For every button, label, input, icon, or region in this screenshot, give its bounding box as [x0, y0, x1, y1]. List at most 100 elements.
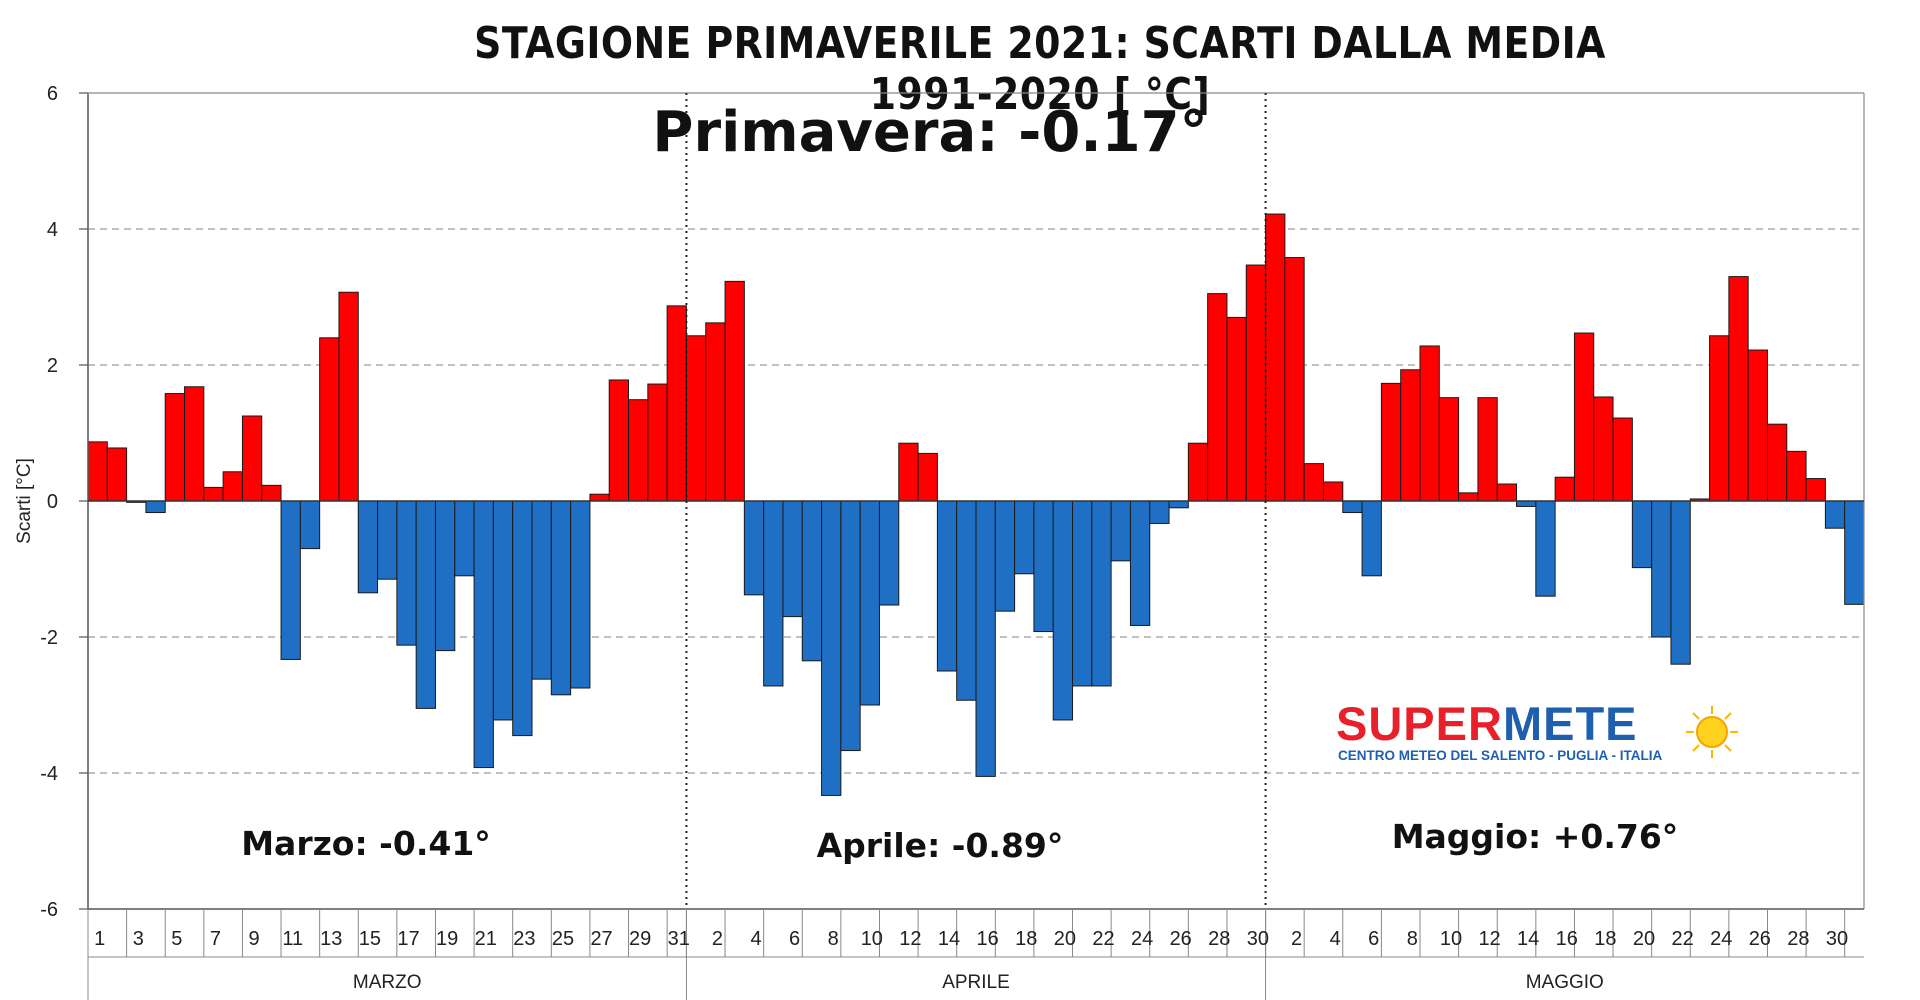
x-tick-label: 28	[1787, 928, 1809, 950]
bar-marzo-21	[473, 500, 494, 769]
x-tick-label: 31	[668, 928, 690, 950]
bar-marzo-1	[87, 441, 108, 502]
bar-maggio-7	[1380, 382, 1402, 502]
bar-maggio-17	[1573, 332, 1595, 502]
y-tick-label: -4	[40, 763, 58, 785]
x-tick-label: 22	[1671, 928, 1693, 950]
bar-aprile-30	[1245, 264, 1267, 502]
bar-maggio-24	[1709, 335, 1730, 502]
x-tick-label: 29	[629, 928, 651, 950]
x-tick-label: 2	[1291, 928, 1302, 950]
bar-marzo-22	[492, 500, 514, 721]
bar-aprile-21	[1072, 500, 1093, 687]
x-tick-label: 26	[1749, 928, 1771, 950]
bar-maggio-21	[1651, 500, 1672, 638]
bar-maggio-6	[1361, 500, 1382, 577]
x-tick-label: 20	[1054, 928, 1076, 950]
bar-marzo-13	[319, 337, 340, 502]
x-tick-label: 8	[828, 928, 839, 950]
bar-aprile-22	[1091, 500, 1112, 687]
x-tick-label: 8	[1407, 928, 1418, 950]
bar-maggio-27	[1766, 423, 1788, 502]
y-tick-label: -6	[40, 899, 58, 921]
logo-wordmark: SUPERMETE	[1336, 700, 1756, 747]
bar-aprile-11	[878, 500, 900, 606]
y-tick-label: 2	[47, 355, 58, 377]
bar-maggio-8	[1400, 369, 1421, 502]
y-tick-label: 4	[47, 219, 58, 241]
month-label: MARZO	[353, 972, 422, 993]
y-tick-label: 0	[47, 491, 58, 513]
bar-maggio-4	[1322, 481, 1344, 502]
bar-aprile-13	[917, 452, 938, 502]
supermeteo-logo: SUPERMETE CENTRO METEO DEL SALENTO - PUG…	[1336, 700, 1756, 770]
bar-marzo-4	[145, 500, 166, 514]
x-tick-label: 4	[750, 928, 761, 950]
x-tick-label: 19	[436, 928, 458, 950]
bar-maggio-22	[1670, 500, 1691, 665]
x-tick-label: 4	[1330, 928, 1341, 950]
x-tick-label: 6	[1368, 928, 1379, 950]
x-tick-label: 3	[133, 928, 144, 950]
bar-marzo-19	[434, 500, 456, 652]
bar-marzo-14	[338, 291, 359, 502]
bar-marzo-5	[164, 393, 186, 502]
bar-marzo-23	[512, 500, 533, 737]
x-tick-label: 13	[320, 928, 342, 950]
x-tick-label: 15	[359, 928, 381, 950]
bar-marzo-9	[241, 415, 263, 502]
bar-maggio-19	[1612, 417, 1633, 502]
x-tick-label: 5	[171, 928, 182, 950]
x-tick-label: 17	[397, 928, 419, 950]
season-summary: Primavera: -0.17°	[652, 100, 1207, 165]
bar-maggio-18	[1593, 396, 1614, 502]
month-summary-maggio: Maggio: +0.76°	[1392, 817, 1679, 856]
x-tick-label: 14	[1517, 928, 1539, 950]
bar-aprile-25	[1149, 500, 1170, 524]
x-tick-label: 20	[1633, 928, 1655, 950]
bars	[87, 213, 1865, 796]
x-tick-label: 28	[1208, 928, 1230, 950]
bar-aprile-14	[936, 500, 958, 672]
x-tick-label: 18	[1594, 928, 1616, 950]
bar-marzo-6	[184, 386, 205, 502]
bar-aprile-7	[801, 500, 823, 662]
bar-maggio-29	[1805, 478, 1826, 502]
y-tick-label: -2	[40, 627, 58, 649]
bar-marzo-29	[628, 399, 649, 502]
bar-maggio-28	[1786, 450, 1807, 502]
bar-aprile-2	[705, 322, 726, 502]
bar-aprile-17	[994, 500, 1016, 612]
bar-maggio-25	[1728, 276, 1749, 502]
bar-aprile-4	[743, 500, 765, 596]
x-tick-label: 6	[789, 928, 800, 950]
bar-maggio-9	[1419, 345, 1440, 502]
x-tick-label: 10	[861, 928, 883, 950]
month-summary-marzo: Marzo: -0.41°	[241, 824, 491, 863]
bar-aprile-27	[1187, 442, 1209, 502]
axes	[79, 92, 1865, 1000]
x-tick-label: 2	[712, 928, 723, 950]
bar-aprile-24	[1129, 500, 1151, 626]
bar-marzo-17	[396, 500, 417, 646]
logo-super: SUPER	[1336, 697, 1503, 750]
x-tick-label: 16	[977, 928, 999, 950]
bar-aprile-29	[1226, 316, 1247, 502]
sun-icon	[1686, 706, 1738, 758]
bar-aprile-3	[724, 280, 745, 502]
y-tick-label: 6	[47, 83, 58, 105]
bar-maggio-30	[1824, 500, 1846, 529]
bar-marzo-12	[299, 500, 321, 550]
bar-marzo-10	[261, 484, 282, 502]
logo-meteo: METE	[1502, 697, 1638, 750]
x-tick-label: 23	[513, 928, 535, 950]
bar-maggio-15	[1535, 500, 1556, 597]
x-tick-label: 30	[1826, 928, 1848, 950]
bar-aprile-1	[685, 335, 707, 502]
bar-aprile-6	[782, 500, 803, 618]
bar-maggio-13	[1496, 483, 1518, 502]
bar-aprile-20	[1052, 500, 1074, 721]
bar-aprile-15	[956, 500, 977, 701]
